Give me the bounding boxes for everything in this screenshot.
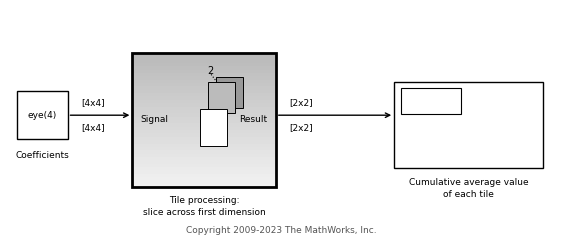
Bar (216, 77, 243, 108)
Bar (132, 123, 276, 127)
Bar (132, 130, 276, 133)
Bar (132, 163, 276, 167)
Bar (132, 100, 276, 103)
Bar (132, 73, 276, 76)
Bar (132, 170, 276, 174)
Bar (401, 88, 461, 114)
Bar (200, 109, 227, 146)
Bar (132, 103, 276, 107)
Bar (132, 83, 276, 86)
Bar (394, 82, 543, 168)
Bar (132, 113, 276, 117)
Text: [4x4]: [4x4] (81, 98, 105, 107)
Bar (132, 56, 276, 60)
Text: Tile processing:: Tile processing: (169, 196, 239, 204)
Text: [4x4]: [4x4] (81, 124, 105, 132)
Text: Cumulative average value: Cumulative average value (409, 178, 529, 187)
Bar (132, 116, 276, 120)
Bar (132, 140, 276, 144)
Text: Copyright 2009-2023 The MathWorks, Inc.: Copyright 2009-2023 The MathWorks, Inc. (186, 226, 377, 235)
Bar (132, 137, 276, 140)
Text: Coefficients: Coefficients (15, 151, 69, 160)
Bar (132, 180, 276, 184)
Bar (132, 90, 276, 93)
Bar (132, 167, 276, 170)
Bar (132, 120, 276, 123)
Bar (132, 53, 276, 56)
Bar (132, 160, 276, 164)
Bar (132, 157, 276, 160)
Text: eye(4): eye(4) (28, 111, 57, 120)
Bar (132, 76, 276, 80)
Bar (132, 63, 276, 66)
Bar (132, 184, 276, 187)
Bar (132, 69, 276, 73)
Bar (132, 126, 276, 130)
Text: Result: Result (239, 115, 267, 125)
Bar (132, 133, 276, 137)
Bar (132, 93, 276, 96)
Bar (132, 147, 276, 150)
Bar (132, 174, 276, 177)
Text: of each tile: of each tile (443, 190, 494, 199)
Text: [2x2]: [2x2] (289, 124, 313, 132)
Bar (132, 96, 276, 100)
Bar (132, 53, 276, 187)
Bar (132, 59, 276, 63)
Bar (132, 177, 276, 180)
Bar (132, 150, 276, 154)
Bar (132, 153, 276, 157)
Bar (132, 143, 276, 147)
Bar (132, 86, 276, 90)
Text: 2: 2 (207, 66, 213, 76)
Bar (132, 110, 276, 113)
Bar (132, 66, 276, 70)
Bar (132, 79, 276, 83)
Bar (132, 106, 276, 110)
Text: Signal: Signal (141, 115, 169, 125)
Bar (208, 82, 235, 113)
Bar (17, 91, 68, 139)
Text: [2x2]: [2x2] (289, 98, 313, 107)
Text: slice across first dimension: slice across first dimension (142, 208, 266, 216)
